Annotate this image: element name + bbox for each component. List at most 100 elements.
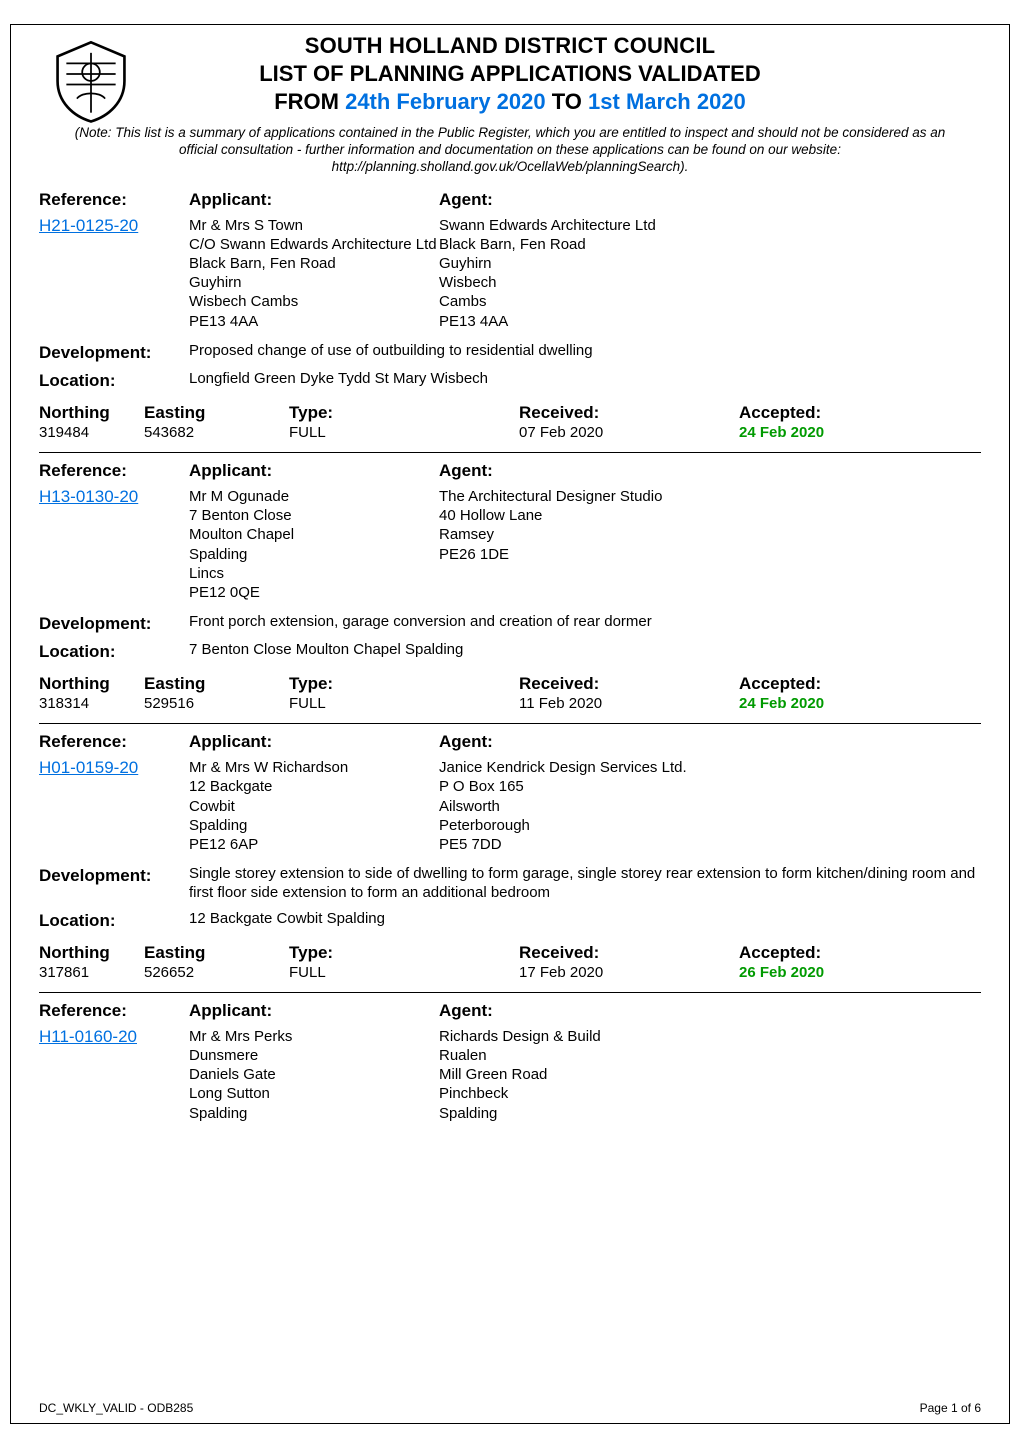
- agent-address: Janice Kendrick Design Services Ltd.P O …: [439, 758, 981, 854]
- received-value: 07 Feb 2020: [519, 423, 739, 442]
- type-label: Type:: [289, 943, 519, 963]
- location-label: Location:: [39, 640, 189, 662]
- applications-list: Reference: Applicant: Agent: H21-0125-20…: [39, 190, 981, 1133]
- to-date: 1st March 2020: [588, 89, 746, 114]
- to-label: TO: [552, 89, 582, 114]
- from-date: 24th February 2020: [345, 89, 546, 114]
- application: Reference: Applicant: Agent: H01-0159-20…: [39, 732, 981, 993]
- app-content-row: H13-0130-20 Mr M Ogunade7 Benton CloseMo…: [39, 487, 981, 602]
- development-label: Development:: [39, 612, 189, 634]
- app-header-row: Reference: Applicant: Agent:: [39, 461, 981, 481]
- app-header-row: Reference: Applicant: Agent:: [39, 1001, 981, 1021]
- type-label: Type:: [289, 674, 519, 694]
- council-title: SOUTH HOLLAND DISTRICT COUNCIL: [39, 33, 981, 59]
- separator-rule: [39, 452, 981, 453]
- development-row: Development: Single storey extension to …: [39, 864, 981, 902]
- accepted-value: 24 Feb 2020: [739, 694, 981, 713]
- reference-link[interactable]: H13-0130-20: [39, 487, 138, 506]
- agent-label: Agent:: [439, 461, 981, 481]
- development-label: Development:: [39, 864, 189, 902]
- accepted-label: Accepted:: [739, 403, 981, 423]
- grid-header-row: Northing Easting Type: Received: Accepte…: [39, 943, 981, 963]
- development-value: Front porch extension, garage conversion…: [189, 612, 981, 634]
- location-value: Longfield Green Dyke Tydd St Mary Wisbec…: [189, 369, 981, 391]
- development-label: Development:: [39, 341, 189, 363]
- easting-value: 543682: [144, 423, 194, 442]
- development-value: Proposed change of use of outbuilding to…: [189, 341, 981, 363]
- easting-label: Easting: [144, 674, 205, 694]
- development-value: Single storey extension to side of dwell…: [189, 864, 981, 902]
- accepted-value: 26 Feb 2020: [739, 963, 981, 982]
- reference-label: Reference:: [39, 190, 189, 210]
- location-label: Location:: [39, 369, 189, 391]
- applicant-address: Mr M Ogunade7 Benton CloseMoulton Chapel…: [189, 487, 439, 602]
- app-header-row: Reference: Applicant: Agent:: [39, 190, 981, 210]
- separator-rule: [39, 723, 981, 724]
- app-content-row: H21-0125-20 Mr & Mrs S TownC/O Swann Edw…: [39, 216, 981, 331]
- grid-header-row: Northing Easting Type: Received: Accepte…: [39, 674, 981, 694]
- application: Reference: Applicant: Agent: H11-0160-20…: [39, 1001, 981, 1133]
- accepted-label: Accepted:: [739, 943, 981, 963]
- received-label: Received:: [519, 674, 739, 694]
- location-value: 7 Benton Close Moulton Chapel Spalding: [189, 640, 981, 662]
- applicant-label: Applicant:: [189, 461, 439, 481]
- page-frame: SOUTH HOLLAND DISTRICT COUNCIL LIST OF P…: [10, 24, 1010, 1424]
- agent-label: Agent:: [439, 190, 981, 210]
- northing-value: 318314: [39, 694, 144, 713]
- agent-address: Swann Edwards Architecture LtdBlack Barn…: [439, 216, 981, 331]
- easting-label: Easting: [144, 943, 205, 963]
- location-row: Location: 7 Benton Close Moulton Chapel …: [39, 640, 981, 662]
- grid-header-row: Northing Easting Type: Received: Accepte…: [39, 403, 981, 423]
- northing-value: 319484: [39, 423, 144, 442]
- grid-value-row: 317861 526652 FULL 17 Feb 2020 26 Feb 20…: [39, 963, 981, 982]
- location-row: Location: 12 Backgate Cowbit Spalding: [39, 909, 981, 931]
- reference-label: Reference:: [39, 732, 189, 752]
- received-label: Received:: [519, 943, 739, 963]
- location-label: Location:: [39, 909, 189, 931]
- location-row: Location: Longfield Green Dyke Tydd St M…: [39, 369, 981, 391]
- separator-rule: [39, 992, 981, 993]
- application: Reference: Applicant: Agent: H21-0125-20…: [39, 190, 981, 453]
- type-value: FULL: [289, 423, 519, 442]
- type-value: FULL: [289, 694, 519, 713]
- reference-link[interactable]: H01-0159-20: [39, 758, 138, 777]
- easting-label: Easting: [144, 403, 205, 423]
- development-row: Development: Front porch extension, gara…: [39, 612, 981, 634]
- easting-value: 529516: [144, 694, 194, 713]
- date-range: FROM 24th February 2020 TO 1st March 202…: [39, 89, 981, 115]
- agent-label: Agent:: [439, 732, 981, 752]
- northing-label: Northing: [39, 403, 144, 423]
- agent-label: Agent:: [439, 1001, 981, 1021]
- northing-label: Northing: [39, 674, 144, 694]
- accepted-label: Accepted:: [739, 674, 981, 694]
- agent-address: The Architectural Designer Studio40 Holl…: [439, 487, 981, 602]
- received-label: Received:: [519, 403, 739, 423]
- reference-label: Reference:: [39, 461, 189, 481]
- accepted-value: 24 Feb 2020: [739, 423, 981, 442]
- agent-address: Richards Design & BuildRualenMill Green …: [439, 1027, 981, 1123]
- footer-left: DC_WKLY_VALID - ODB285: [39, 1401, 193, 1415]
- list-title: LIST OF PLANNING APPLICATIONS VALIDATED: [39, 61, 981, 87]
- applicant-address: Mr & Mrs S TownC/O Swann Edwards Archite…: [189, 216, 439, 331]
- page-footer: DC_WKLY_VALID - ODB285 Page 1 of 6: [39, 1401, 981, 1415]
- received-value: 17 Feb 2020: [519, 963, 739, 982]
- applicant-label: Applicant:: [189, 190, 439, 210]
- crest-icon: [47, 37, 135, 125]
- location-value: 12 Backgate Cowbit Spalding: [189, 909, 981, 931]
- grid-value-row: 319484 543682 FULL 07 Feb 2020 24 Feb 20…: [39, 423, 981, 442]
- from-label: FROM: [274, 89, 339, 114]
- footer-right: Page 1 of 6: [920, 1401, 981, 1415]
- northing-label: Northing: [39, 943, 144, 963]
- reference-link[interactable]: H11-0160-20: [39, 1027, 137, 1046]
- app-content-row: H11-0160-20 Mr & Mrs PerksDunsmereDaniel…: [39, 1027, 981, 1123]
- type-value: FULL: [289, 963, 519, 982]
- reference-link[interactable]: H21-0125-20: [39, 216, 138, 235]
- received-value: 11 Feb 2020: [519, 694, 739, 713]
- type-label: Type:: [289, 403, 519, 423]
- header-note: (Note: This list is a summary of applica…: [67, 125, 953, 176]
- app-header-row: Reference: Applicant: Agent:: [39, 732, 981, 752]
- reference-label: Reference:: [39, 1001, 189, 1021]
- grid-value-row: 318314 529516 FULL 11 Feb 2020 24 Feb 20…: [39, 694, 981, 713]
- council-crest: [47, 37, 135, 125]
- applicant-label: Applicant:: [189, 1001, 439, 1021]
